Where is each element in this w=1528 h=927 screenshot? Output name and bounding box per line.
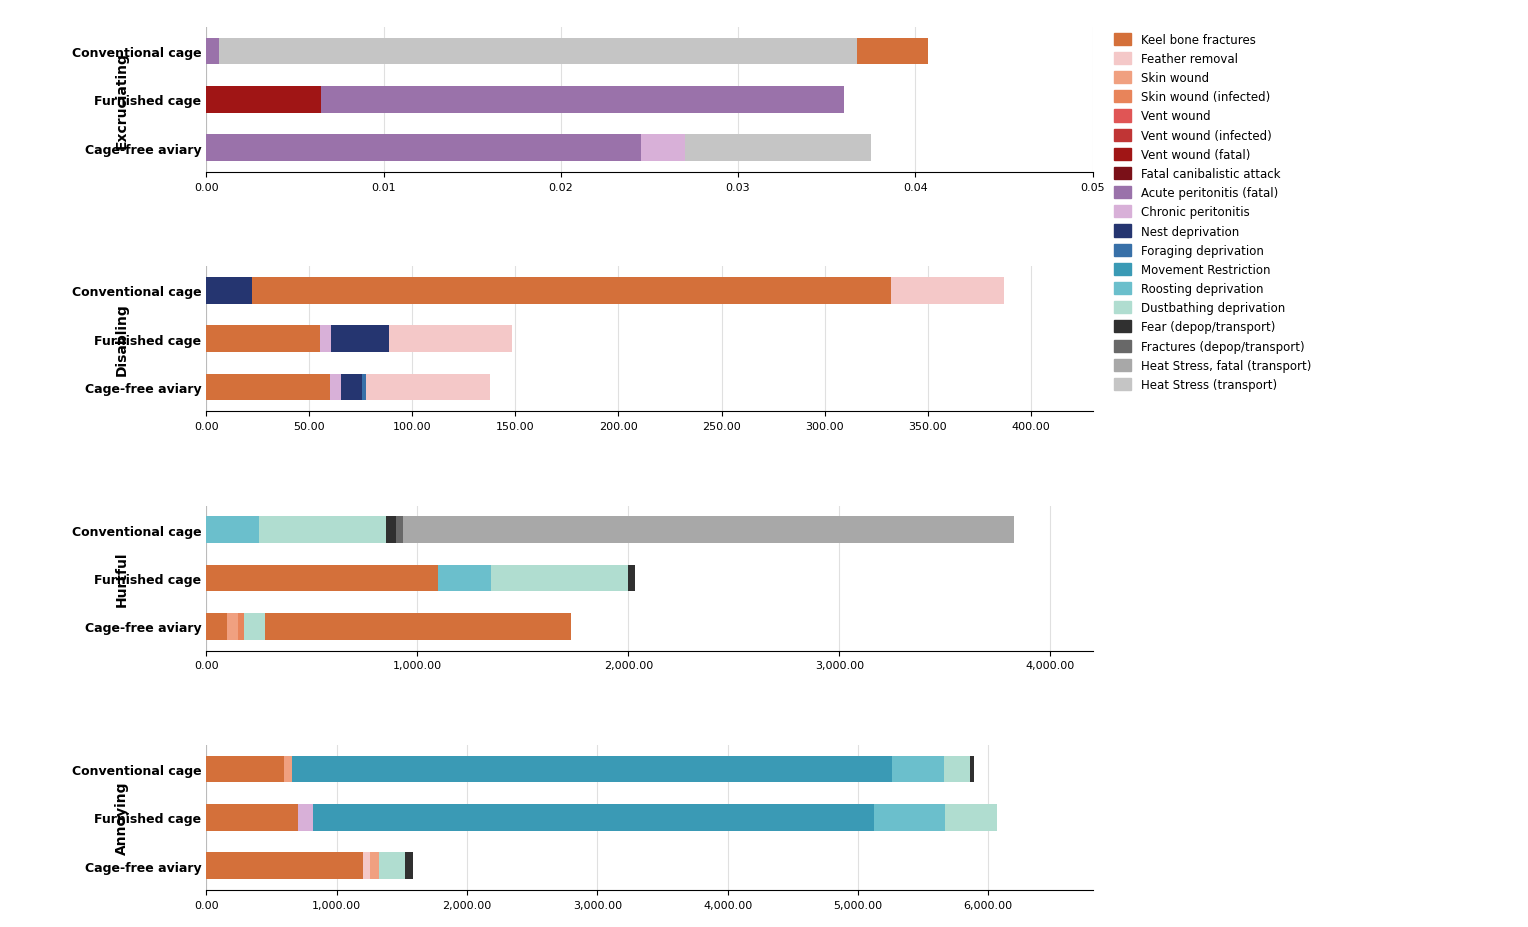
Bar [946, 805, 998, 831]
Bar [266, 614, 571, 640]
Bar [206, 517, 260, 543]
Bar [284, 756, 292, 782]
Bar [244, 614, 266, 640]
Bar [260, 517, 385, 543]
Bar [206, 614, 228, 640]
Bar [206, 87, 321, 113]
Bar [891, 278, 1004, 304]
Bar [206, 278, 252, 304]
Bar [370, 853, 379, 879]
Bar [874, 805, 946, 831]
Bar [298, 805, 313, 831]
Bar [362, 853, 370, 879]
Bar [628, 565, 634, 591]
Bar [206, 805, 298, 831]
Bar [341, 375, 362, 400]
Bar [332, 326, 388, 352]
Bar [405, 853, 413, 879]
Bar [944, 756, 970, 782]
Text: Disabling: Disabling [115, 303, 128, 375]
Bar [206, 326, 319, 352]
Bar [396, 517, 402, 543]
Bar [330, 375, 341, 400]
Bar [367, 375, 489, 400]
Bar [362, 375, 367, 400]
Bar [857, 39, 927, 65]
Bar [206, 39, 219, 65]
Bar [206, 565, 439, 591]
Bar [228, 614, 238, 640]
Bar [685, 135, 871, 162]
Text: Excruciating: Excruciating [115, 52, 128, 148]
Text: Hurtful: Hurtful [115, 551, 128, 606]
Bar [640, 135, 685, 162]
Bar [313, 805, 874, 831]
Bar [206, 756, 284, 782]
Legend: Keel bone fractures, Feather removal, Skin wound, Skin wound (infected), Vent wo: Keel bone fractures, Feather removal, Sk… [1114, 33, 1311, 391]
Bar [319, 326, 332, 352]
Bar [490, 565, 628, 591]
Bar [388, 326, 512, 352]
Bar [321, 87, 845, 113]
Bar [379, 853, 405, 879]
Bar [206, 135, 640, 162]
Bar [206, 853, 362, 879]
Bar [219, 39, 857, 65]
Bar [402, 517, 1015, 543]
Bar [206, 375, 330, 400]
Bar [385, 517, 396, 543]
Bar [439, 565, 490, 591]
Bar [238, 614, 244, 640]
Bar [970, 756, 973, 782]
Bar [252, 278, 891, 304]
Text: Annoying: Annoying [115, 781, 128, 854]
Bar [292, 756, 892, 782]
Bar [892, 756, 944, 782]
